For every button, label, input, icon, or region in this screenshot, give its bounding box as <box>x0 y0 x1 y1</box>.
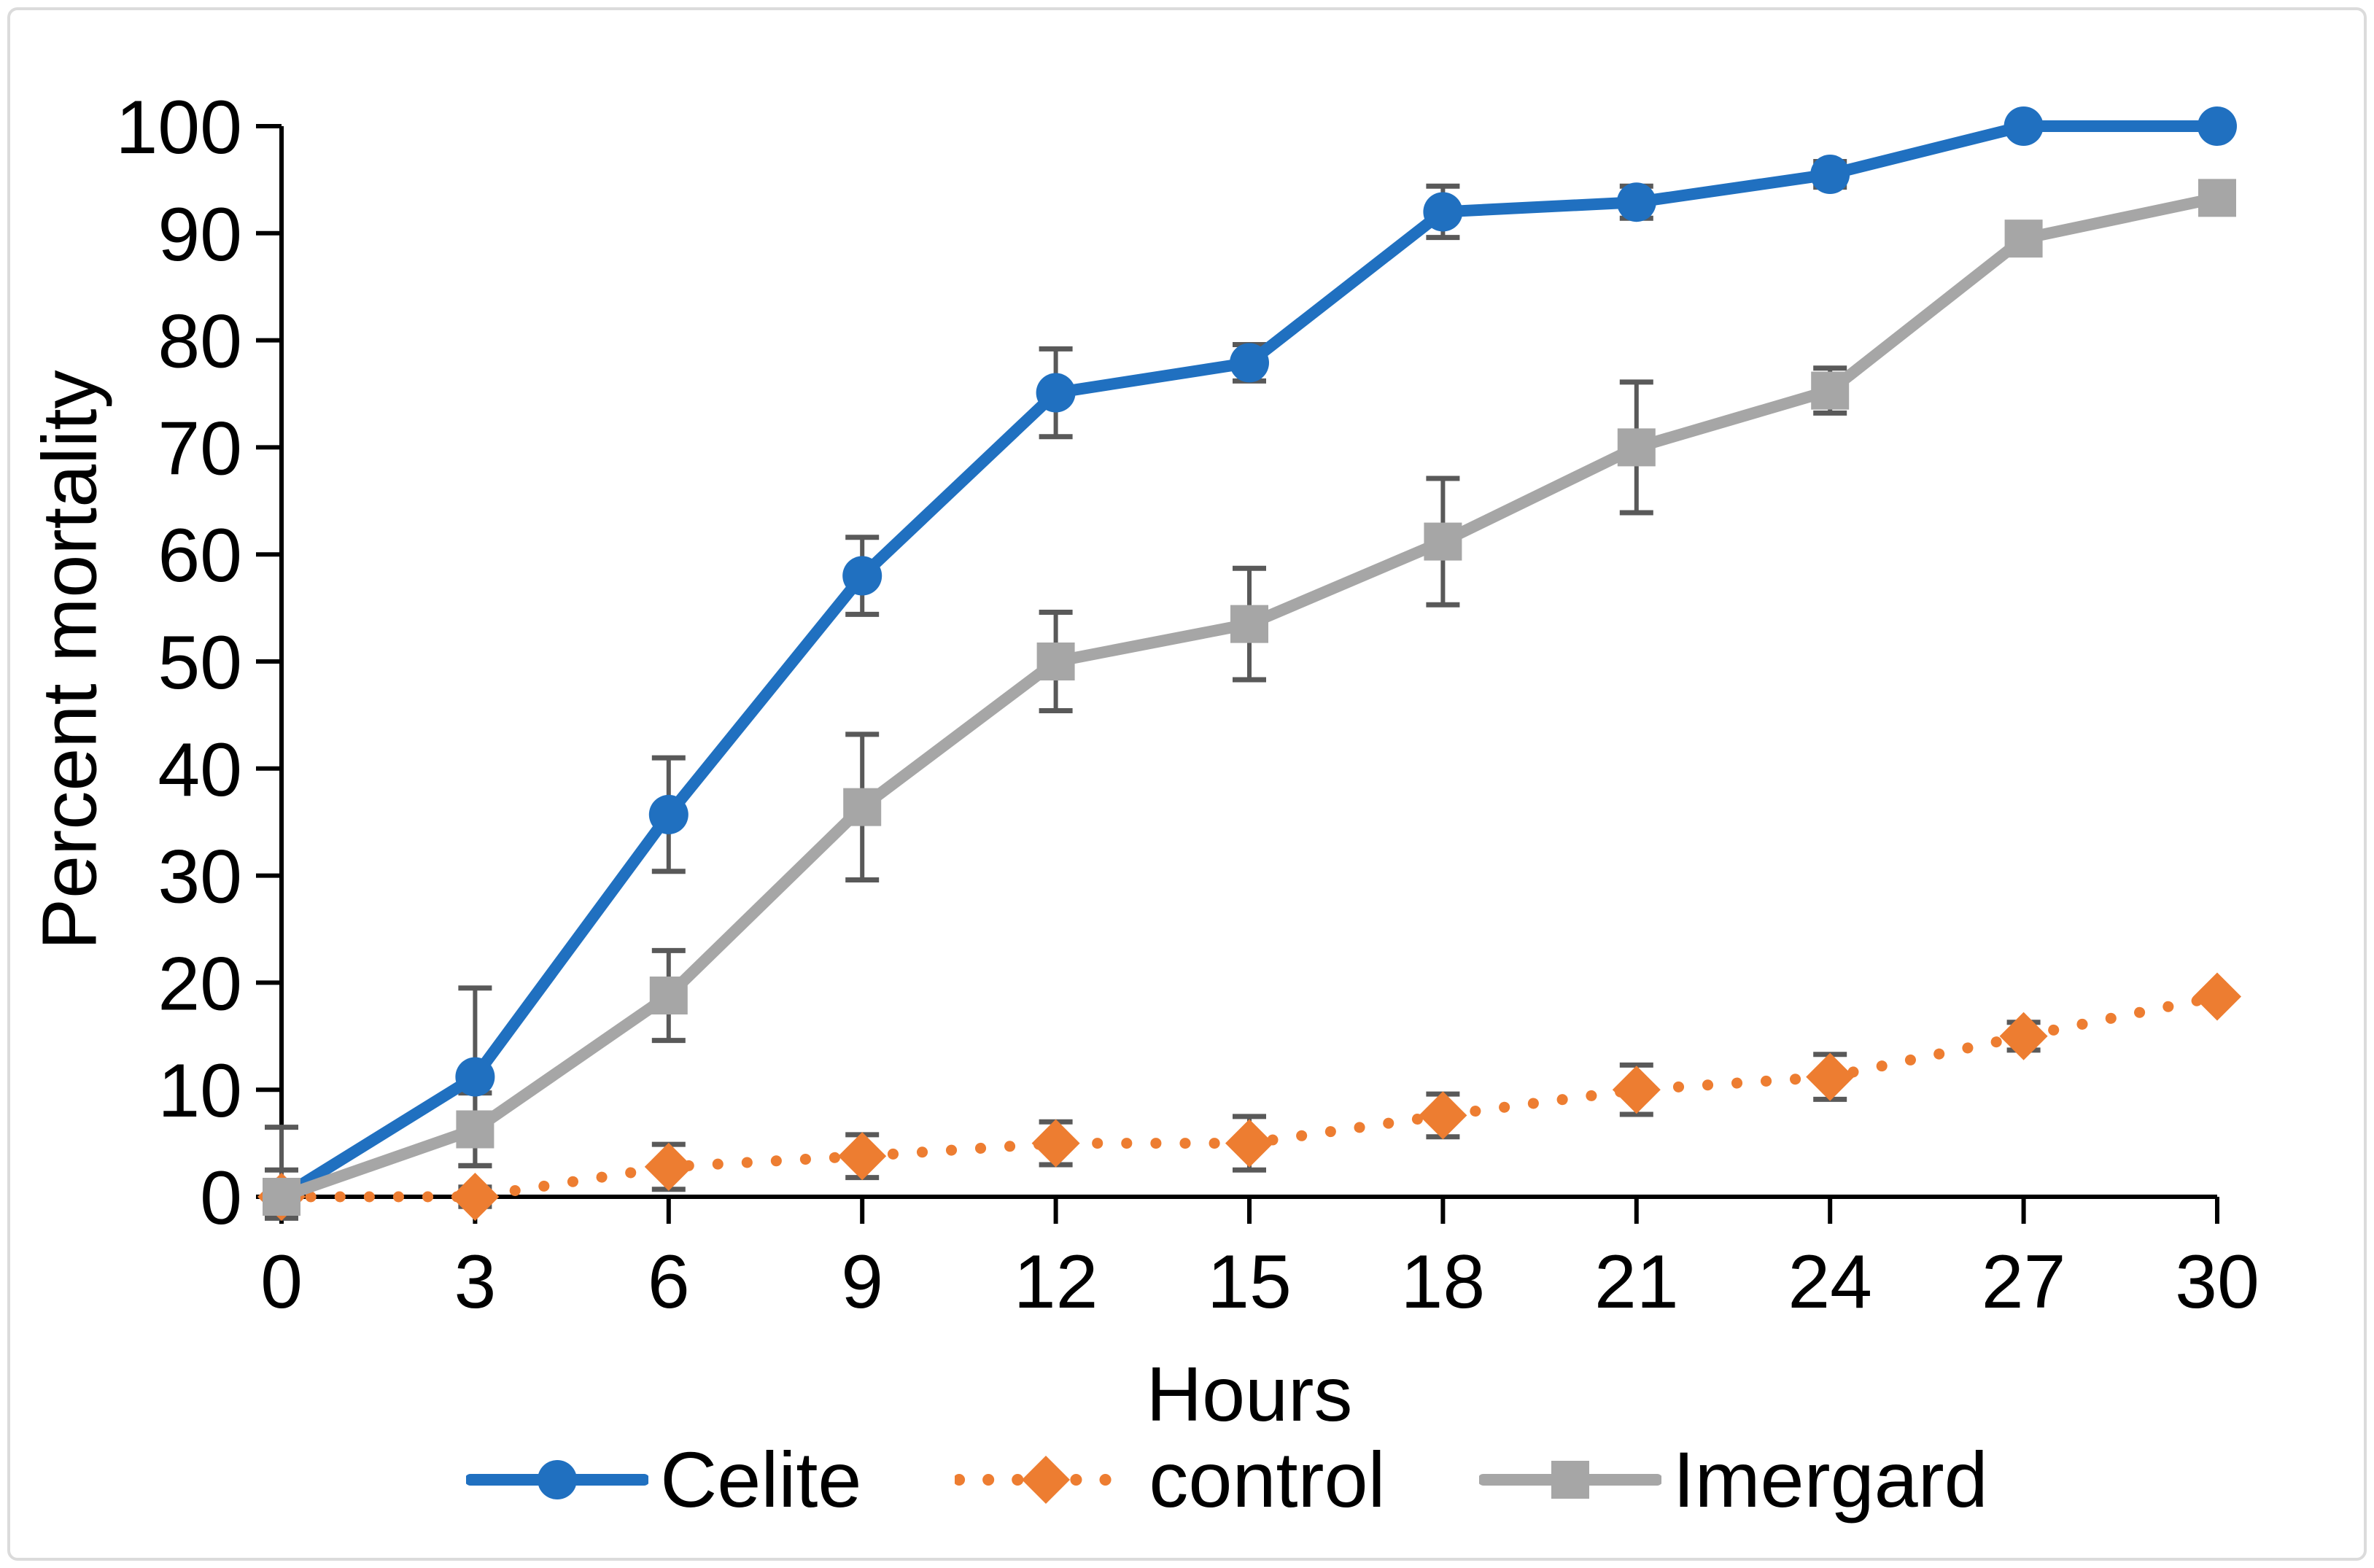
series-control-point <box>1419 1091 1467 1140</box>
x-tick-label: 3 <box>454 1240 496 1324</box>
celite-line-swatch-icon <box>466 1460 649 1499</box>
x-tick-label: 0 <box>260 1240 303 1324</box>
legend-item-control: control <box>955 1435 1386 1524</box>
series-Celite-point <box>842 556 883 596</box>
x-axis-title: Hours <box>1146 1351 1353 1437</box>
y-tick-label: 60 <box>158 513 242 598</box>
series-control-point <box>838 1132 887 1181</box>
y-tick-label: 90 <box>158 193 242 277</box>
series-control-point <box>1612 1066 1661 1114</box>
series-Celite-point <box>1616 182 1656 222</box>
control-dotted-line-swatch-icon <box>955 1456 1138 1504</box>
legend-label: control <box>1149 1435 1386 1524</box>
legend-label: Imergard <box>1672 1435 1988 1524</box>
series-control-point <box>2193 972 2241 1021</box>
series-Imergard-point <box>1811 371 1850 410</box>
series-Celite-point <box>455 1057 495 1097</box>
series-control-point <box>1225 1119 1273 1168</box>
y-tick-label: 30 <box>158 835 242 920</box>
y-tick-label: 20 <box>158 942 242 1026</box>
y-tick-label: 80 <box>158 300 242 384</box>
y-axis-title: Percent mortality <box>26 370 113 950</box>
series-Imergard-point <box>1424 522 1462 561</box>
x-tick-label: 9 <box>841 1240 883 1324</box>
series-Imergard-point <box>1036 643 1075 680</box>
series-control-point <box>644 1142 693 1191</box>
series-Imergard-point <box>2198 179 2236 217</box>
legend-label: Celite <box>660 1435 862 1524</box>
y-tick-label: 50 <box>158 621 242 705</box>
series-Imergard-point <box>2004 220 2043 258</box>
series-Imergard-point <box>843 788 882 826</box>
series-Celite-point <box>1036 373 1076 413</box>
x-tick-label: 24 <box>1788 1240 1872 1324</box>
series-control-point <box>1806 1052 1855 1101</box>
series-Imergard-point <box>1617 428 1656 467</box>
series-Imergard-point <box>1230 605 1268 643</box>
x-tick-label: 15 <box>1207 1240 1292 1324</box>
x-tick-label: 6 <box>648 1240 690 1324</box>
series-Celite-point <box>2197 106 2237 146</box>
Imergard-swatch-shape <box>1551 1461 1589 1499</box>
series-Imergard-point <box>456 1110 494 1149</box>
legend-item-imergard: Imergard <box>1478 1435 1988 1524</box>
series-line-control <box>276 990 2223 1203</box>
figure-border <box>7 7 2367 1561</box>
y-tick-label: 40 <box>158 728 242 812</box>
series-Celite-point <box>648 794 688 834</box>
series-control-point <box>451 1173 500 1221</box>
x-tick-label: 18 <box>1401 1240 1486 1324</box>
control-swatch-shape <box>1022 1456 1071 1504</box>
series-Celite-point <box>1230 343 1269 383</box>
y-tick-label: 100 <box>115 85 242 170</box>
x-tick-label: 21 <box>1594 1240 1679 1324</box>
series-control-point <box>1999 1012 2048 1060</box>
series-Celite-point <box>1810 155 1850 195</box>
series-Celite-point <box>2003 106 2044 146</box>
legend-item-celite: Celite <box>466 1440 861 1519</box>
x-tick-label: 30 <box>2175 1240 2259 1324</box>
y-tick-label: 10 <box>158 1049 242 1133</box>
series-Imergard-point <box>649 977 688 1015</box>
y-tick-label: 0 <box>200 1156 242 1241</box>
x-tick-label: 12 <box>1014 1240 1098 1324</box>
series-Imergard-point <box>263 1178 300 1216</box>
y-tick-label: 70 <box>158 406 242 491</box>
imergard-line-swatch-icon <box>1478 1461 1661 1499</box>
legend: Celite control Imergard <box>40 1440 2374 1519</box>
x-tick-label: 27 <box>1982 1240 2066 1324</box>
series-Celite-point <box>1423 192 1463 232</box>
Celite-swatch-shape <box>538 1460 578 1499</box>
series-control-point <box>1031 1119 1080 1168</box>
